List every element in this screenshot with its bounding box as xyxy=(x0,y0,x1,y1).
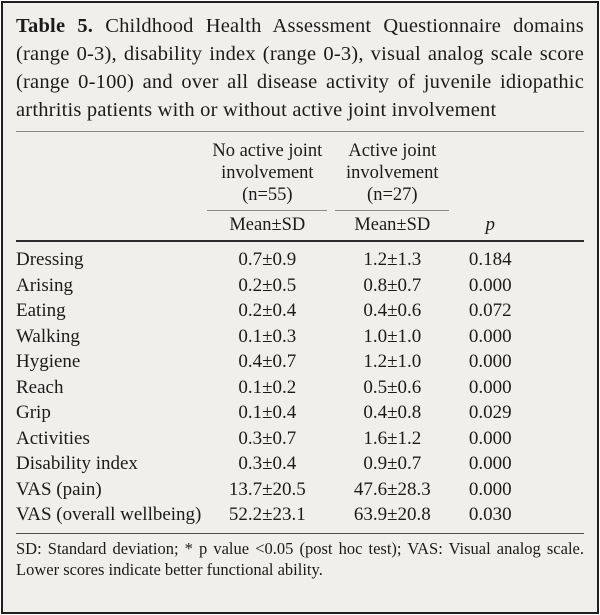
p-value: 0.000 xyxy=(468,478,512,500)
active-value: 0.4±0.6 xyxy=(363,300,422,321)
empty-header-cell xyxy=(527,132,584,211)
row-label: VAS (overall wellbeing) xyxy=(16,504,202,525)
p-value: 0.029 xyxy=(468,402,512,423)
row-label: Walking xyxy=(16,325,80,347)
chaq-data-table: No active joint involvement (n=55) Activ… xyxy=(16,132,584,528)
row-label: VAS (pain) xyxy=(16,478,102,500)
no-active-value: 52.2±23.1 xyxy=(228,504,306,525)
row-label: Reach xyxy=(16,376,64,398)
group2-line2: involvement xyxy=(346,163,439,183)
group1-line1: No active joint xyxy=(212,141,323,161)
no-active-value: 0.1±0.3 xyxy=(238,325,297,347)
no-active-value: 0.1±0.4 xyxy=(238,402,297,423)
subheader-mean-sd-2: Mean±SD xyxy=(331,211,454,242)
active-value: 0.9±0.7 xyxy=(363,453,422,474)
table-row: Eating 0.2±0.4 0.4±0.6 0.072 xyxy=(16,298,584,324)
p-value: 0.030 xyxy=(468,504,512,525)
active-value: 63.9±20.8 xyxy=(353,504,431,525)
table-row: Grip 0.1±0.4 0.4±0.8 0.029 xyxy=(16,400,584,426)
table-row: Hygiene 0.4±0.7 1.2±1.0 0.000 xyxy=(16,349,584,375)
group1-line2: involvement xyxy=(221,163,314,183)
row-label: Dressing xyxy=(16,249,84,270)
active-value: 0.4±0.8 xyxy=(363,402,422,423)
group2-n: (n=27) xyxy=(367,185,418,205)
row-label: Arising xyxy=(16,274,73,296)
no-active-value: 0.7±0.9 xyxy=(238,249,297,270)
no-active-value: 0.3±0.7 xyxy=(238,427,297,449)
title-divider-rule xyxy=(16,131,584,132)
active-value: 1.6±1.2 xyxy=(363,427,422,449)
subheader-p: p xyxy=(453,211,528,242)
empty-subheader-cell xyxy=(16,211,204,242)
p-value: 0.000 xyxy=(468,351,512,372)
no-active-value: 0.4±0.7 xyxy=(238,351,297,372)
no-active-value: 0.2±0.5 xyxy=(238,274,297,296)
table-title: Table 5. Childhood Health Assessment Que… xyxy=(16,12,584,124)
table-footnote: SD: Standard deviation; * p value <0.05 … xyxy=(16,538,584,579)
no-active-value: 0.2±0.4 xyxy=(238,300,297,321)
empty-header-cell xyxy=(16,132,203,211)
no-active-value: 0.1±0.2 xyxy=(238,376,297,398)
group-header-no-active: No active joint involvement (n=55) xyxy=(203,132,331,211)
row-label: Grip xyxy=(16,402,51,423)
p-value: 0.000 xyxy=(468,427,512,449)
table-row: Reach 0.1±0.2 0.5±0.6 0.000 xyxy=(16,375,584,401)
table-row: VAS (overall wellbeing) 52.2±23.1 63.9±2… xyxy=(16,502,584,528)
table-row: Activities 0.3±0.7 1.6±1.2 0.000 xyxy=(16,426,584,452)
table-number-label: Table 5. xyxy=(16,15,94,37)
subheader-row: Mean±SD Mean±SD p xyxy=(16,211,584,242)
group2-underline-rule xyxy=(335,210,450,211)
p-value: 0.072 xyxy=(468,300,512,321)
table-title-text: Childhood Health Assessment Questionnair… xyxy=(16,15,584,121)
no-active-value: 0.3±0.4 xyxy=(238,453,297,474)
table-row: Dressing 0.7±0.9 1.2±1.3 0.184 xyxy=(16,241,584,273)
row-label: Hygiene xyxy=(16,351,81,372)
group-header-row: No active joint involvement (n=55) Activ… xyxy=(16,132,584,211)
row-label: Eating xyxy=(16,300,66,321)
empty-subheader-cell xyxy=(527,211,584,242)
no-active-value: 13.7±20.5 xyxy=(228,478,306,500)
footnote-divider-rule xyxy=(16,532,584,534)
p-value: 0.000 xyxy=(468,376,512,398)
active-value: 47.6±28.3 xyxy=(353,478,431,500)
table-row: Walking 0.1±0.3 1.0±1.0 0.000 xyxy=(16,324,584,350)
active-value: 0.5±0.6 xyxy=(363,376,422,398)
row-label: Activities xyxy=(16,427,90,449)
active-value: 1.2±1.3 xyxy=(363,249,422,270)
group-header-active: Active joint involvement (n=27) xyxy=(331,132,453,211)
group2-line1: Active joint xyxy=(348,141,437,161)
empty-header-cell xyxy=(453,132,527,211)
group1-underline-rule xyxy=(207,210,328,211)
table-row: Disability index 0.3±0.4 0.9±0.7 0.000 xyxy=(16,451,584,477)
group1-n: (n=55) xyxy=(242,185,293,205)
table-row: Arising 0.2±0.5 0.8±0.7 0.000 xyxy=(16,273,584,299)
table-header: No active joint involvement (n=55) Activ… xyxy=(16,132,584,242)
p-value: 0.000 xyxy=(468,325,512,347)
p-value: 0.000 xyxy=(468,453,512,474)
active-value: 0.8±0.7 xyxy=(363,274,422,296)
subheader-mean-sd-1: Mean±SD xyxy=(203,211,332,242)
p-value: 0.184 xyxy=(468,249,512,270)
table-row: VAS (pain) 13.7±20.5 47.6±28.3 0.000 xyxy=(16,477,584,503)
active-value: 1.2±1.0 xyxy=(363,351,422,372)
p-value: 0.000 xyxy=(468,274,512,296)
active-value: 1.0±1.0 xyxy=(363,325,422,347)
table-body: Dressing 0.7±0.9 1.2±1.3 0.184 Arising 0… xyxy=(16,241,584,528)
row-label: Disability index xyxy=(16,453,138,474)
